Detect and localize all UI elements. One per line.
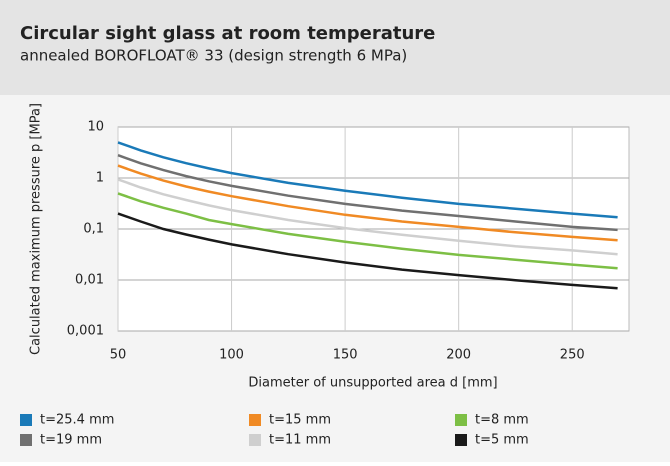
legend-label: t=11 mm [269,433,331,448]
x-tick-label: 100 [219,348,244,363]
legend-label: t=15 mm [269,413,331,428]
series-line [117,192,618,270]
x-tick-label: 200 [446,348,471,363]
legend-swatch [20,434,32,446]
x-axis-label: Diameter of unsupported area d [mm] [248,376,497,391]
legend-label: t=25.4 mm [40,413,114,428]
chart-title: Circular sight glass at room temperature [20,23,435,44]
legend-swatch [249,414,261,426]
x-tick-label: 50 [110,348,127,363]
y-tick-label: 0,001 [67,324,104,339]
legend-swatch [455,434,467,446]
chart-subtitle: annealed BOROFLOAT® 33 (design strength … [20,47,407,65]
legend-swatch [20,414,32,426]
legend-label: t=8 mm [475,413,529,428]
header-band [0,0,670,95]
series-line [117,178,618,256]
legend-label: t=19 mm [40,433,102,448]
legend-swatch [249,434,261,446]
y-tick-label: 0,01 [75,273,104,288]
series-line [117,212,618,290]
series-line [117,164,618,242]
legend-swatch [455,414,467,426]
series-line [117,154,618,232]
x-tick-label: 150 [333,348,358,363]
series-line [117,141,618,219]
y-tick-label: 10 [87,120,104,135]
y-tick-label: 0,1 [83,222,104,237]
y-tick-label: 1 [96,171,104,186]
y-axis-label: Calculated maximum pressure p [MPa] [29,103,44,355]
legend-label: t=5 mm [475,433,529,448]
x-tick-label: 250 [560,348,585,363]
